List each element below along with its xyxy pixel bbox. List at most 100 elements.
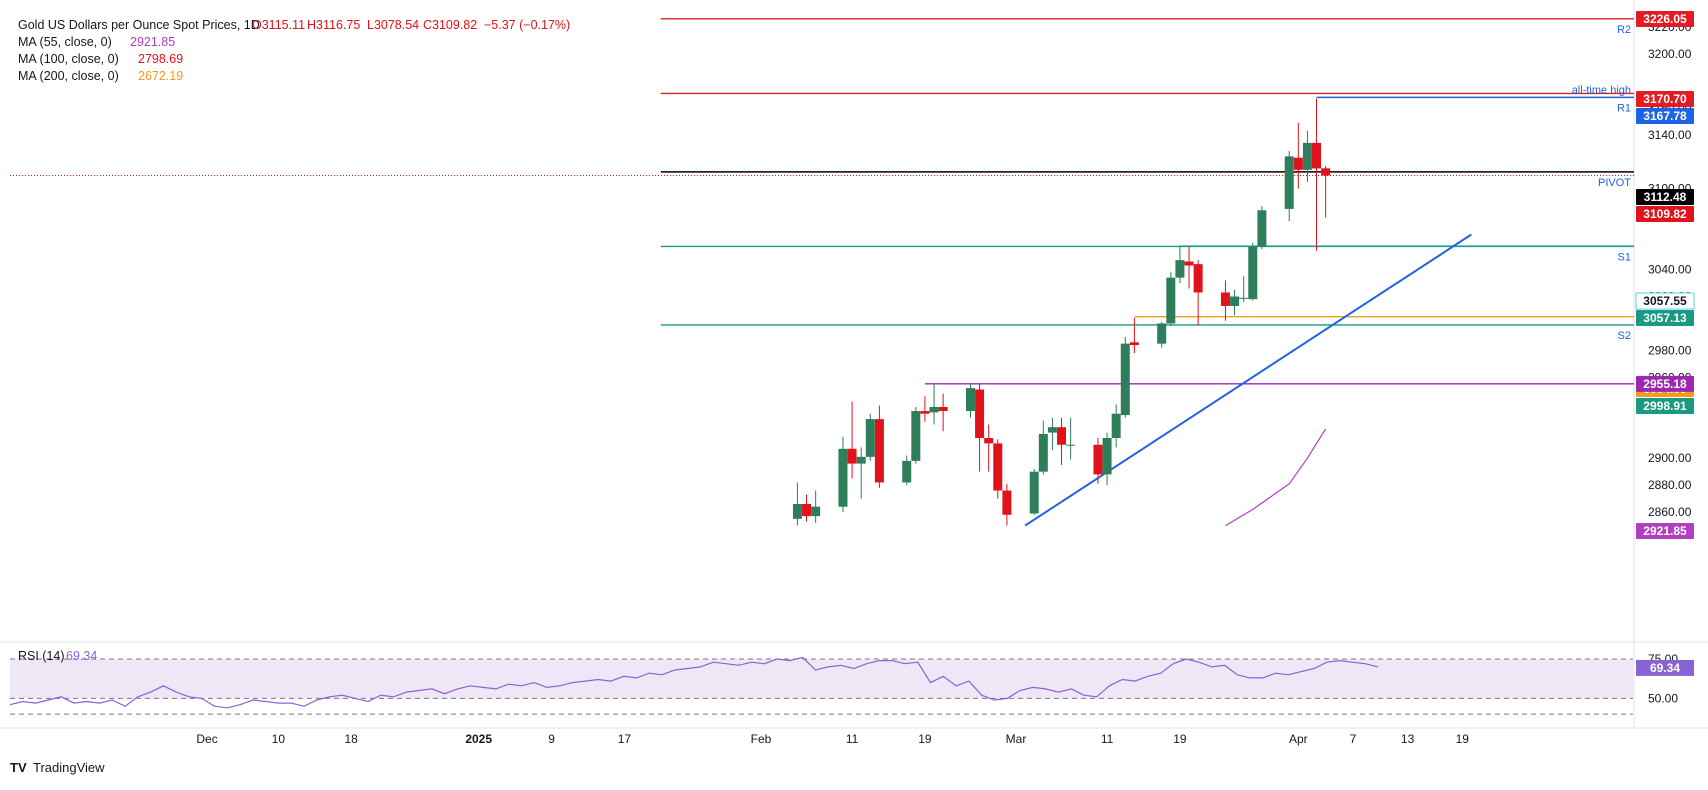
- price-badge-3167.78: 3167.78: [1636, 108, 1694, 124]
- ma100-value: 2798.69: [138, 52, 183, 66]
- candle-2025-03-13: [1120, 336, 1130, 418]
- ma55-line: [1225, 428, 1327, 527]
- candle-2025-03-06: [1057, 417, 1067, 465]
- candle-2025-02-13: [865, 413, 875, 461]
- candle-body: [993, 443, 1003, 491]
- candle-2025-02-25: [975, 384, 985, 472]
- candle-2025-03-05: [1047, 417, 1057, 451]
- candle-2025-02-19: [920, 396, 930, 422]
- level-tag-s2: S2: [1618, 330, 1631, 342]
- candle-body: [975, 389, 985, 438]
- candle-body: [1093, 444, 1103, 475]
- candle-2025-03-28: [1257, 206, 1267, 250]
- brand-label: TradingView: [33, 760, 105, 775]
- price-tick-label: 3200.00: [1648, 47, 1692, 61]
- legend-header: Gold US Dollars per Ounce Spot Prices, 1…: [18, 18, 570, 83]
- candle-body: [1057, 427, 1067, 445]
- ma55-label: MA (55, close, 0): [18, 35, 112, 49]
- price-badge-2998.91: 2998.91: [1636, 398, 1694, 414]
- ohlc-low: L3078.54: [367, 18, 419, 32]
- candle-body: [1166, 277, 1176, 324]
- rsi-label: RSI (14): [18, 649, 65, 663]
- candle-2025-04-04: [1321, 166, 1331, 218]
- candle-body: [965, 388, 975, 412]
- time-tick-label: Apr: [1289, 732, 1308, 746]
- rsi-badge: 69.34: [1636, 659, 1694, 676]
- rsi-badge-text: 69.34: [1650, 661, 1680, 675]
- grid: [0, 0, 1708, 729]
- time-tick-label: 13: [1401, 732, 1415, 746]
- candle-2025-03-18: [1166, 272, 1176, 327]
- candle-body: [1230, 296, 1240, 306]
- time-tick-label: Feb: [751, 732, 772, 746]
- price-tick-label: 2860.00: [1648, 505, 1692, 519]
- candle-2025-02-14: [874, 405, 884, 488]
- candle-2025-03-24: [1220, 280, 1230, 321]
- candle-2025-02-12: [856, 447, 866, 499]
- ma55-badge-bg: [1636, 523, 1694, 539]
- candle-body: [847, 448, 857, 464]
- candle-2025-03-10: [1093, 437, 1103, 484]
- ma100-label: MA (100, close, 0): [18, 52, 119, 66]
- candle-2025-02-26: [984, 424, 994, 472]
- candle-body: [792, 504, 802, 519]
- price-badge-2955.18-text: 2955.18: [1643, 377, 1687, 391]
- rsi-badge-bg: [1636, 659, 1694, 676]
- candle-body: [856, 456, 866, 464]
- candle-2025-02-27: [993, 439, 1003, 499]
- candle-body: [1029, 471, 1039, 514]
- time-tick-label: 7: [1350, 732, 1357, 746]
- candle-2025-03-11: [1102, 432, 1112, 486]
- candle-2025-03-21: [1193, 260, 1203, 325]
- ohlc-open: O3115.11: [252, 18, 305, 32]
- price-tick-label: 2980.00: [1648, 343, 1692, 357]
- price-tick-label: 3040.00: [1648, 263, 1692, 277]
- candle-2025-03-12: [1111, 404, 1121, 448]
- badge-bg: [1635, 292, 1695, 310]
- ma55-badge-text: 2921.85: [1643, 524, 1687, 538]
- price-tick-label: 2900.00: [1648, 451, 1692, 465]
- candle-2025-02-07: [811, 490, 821, 523]
- candle-2025-02-10: [838, 436, 848, 513]
- rsi-band: [10, 659, 1633, 699]
- candle-body: [874, 419, 884, 483]
- candle-2025-03-19: [1175, 246, 1185, 284]
- price-badge-3112.48-text: 3112.48: [1644, 190, 1687, 204]
- level-note: all-time high: [1572, 84, 1631, 96]
- price-badge-3170.70-bg: [1636, 91, 1694, 107]
- tradingview-logo[interactable]: TV TradingView: [10, 760, 105, 775]
- candle-2025-04-02: [1302, 130, 1312, 182]
- price-badge-3057.13: 3057.13: [1636, 310, 1694, 326]
- time-tick-label: 18: [345, 732, 359, 746]
- candle-body: [938, 406, 948, 412]
- price-badge-3057.13-text: 3057.13: [1643, 311, 1687, 325]
- candle-body: [902, 460, 912, 483]
- level-lines: R2 R1 all-time high PIVOT S1 S2: [10, 18, 1634, 385]
- time-tick-label: 17: [618, 732, 632, 746]
- time-axis[interactable]: Dec 10 18 2025 9 17 Feb 11 19 Mar 11 19 Apr 7 13 19: [196, 732, 1469, 746]
- time-tick-label: 11: [846, 732, 859, 746]
- ma200-value: 2672.19: [138, 69, 183, 83]
- candle-body: [811, 506, 821, 517]
- candle-2025-03-14: [1129, 318, 1139, 354]
- price-badge-3057.55: 3057.55: [1635, 292, 1695, 310]
- candle-body: [1293, 157, 1303, 170]
- candle-body: [802, 504, 812, 517]
- uptrend-line: [1024, 233, 1472, 527]
- candle-2025-02-11: [847, 401, 857, 479]
- price-axis[interactable]: 3220.003200.003160.003140.003100.003080.…: [1635, 11, 1695, 539]
- level-tag-s1: S1: [1618, 251, 1631, 263]
- candle-body: [838, 448, 848, 507]
- candle-body: [1120, 343, 1130, 416]
- current-price-badge: 3109.82: [1636, 206, 1694, 222]
- candle-2025-03-04: [1038, 420, 1048, 475]
- trendlines: [1024, 233, 1472, 527]
- candle-body: [1239, 297, 1249, 299]
- ma200-label: MA (200, close, 0): [18, 69, 119, 83]
- tradingview-logo-mark: TV: [10, 760, 27, 775]
- rsi-value: 69.34: [66, 649, 97, 663]
- price-badge-3057.13-bg: [1636, 310, 1694, 326]
- candle-2025-03-20: [1184, 246, 1194, 289]
